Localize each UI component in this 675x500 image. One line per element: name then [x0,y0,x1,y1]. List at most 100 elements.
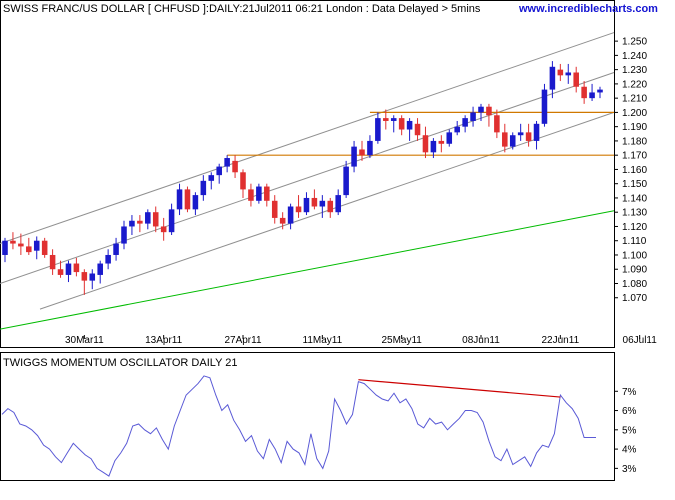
candle-35 [279,212,286,230]
candle-body [422,135,429,153]
osc-ytick-label-1: 6% [622,406,637,417]
price-ytick-label-11: 1.140 [622,193,647,204]
candle-63 [502,123,508,153]
candle-60 [478,103,484,121]
candle-body [184,189,191,210]
price-ytick-label-9: 1.160 [622,165,647,176]
candle-36 [287,203,294,230]
candle-body [414,123,421,136]
candle-body [279,217,286,224]
date-tick-label-6: 08Jun11 [462,335,500,346]
candle-body [557,69,564,76]
candle-body [390,118,397,121]
candle-65 [517,123,524,141]
candle-23 [184,186,191,213]
price-ytick-label-7: 1.180 [622,136,647,147]
candle-body [192,195,199,210]
candle-52 [414,118,421,141]
price-ytick-label-0: 1.250 [622,37,647,48]
candle-33 [264,183,270,207]
candle-62 [494,109,500,139]
price-ytick-label-16: 1.090 [622,265,647,276]
candle-body [430,140,437,153]
long-term-trendline [0,210,615,330]
date-tick-label-7: 22Jun11 [542,335,580,346]
candle-body [589,92,595,99]
osc-ytick-label-0: 7% [622,387,637,398]
candle-body [398,118,405,130]
candle-34 [271,195,278,224]
candle-body [216,166,222,176]
candle-4 [33,236,40,260]
candle-22 [176,183,183,216]
candle-16 [129,215,135,236]
candle-body [287,206,294,224]
candle-5 [41,237,48,258]
candle-body [105,254,111,264]
candle-3 [26,237,32,255]
candle-30 [240,169,246,198]
candle-51 [406,118,413,141]
candle-39 [311,189,318,210]
candle-66 [525,123,532,147]
channel-lower-line [39,111,615,310]
candle-body [446,132,453,144]
date-tick-label-2: 13Apr11 [145,335,183,346]
candle-body [41,240,48,255]
candle-1 [10,232,16,250]
candle-body [367,140,373,156]
candle-24 [192,192,199,216]
candle-body [327,200,334,213]
candle-body [494,115,500,133]
candle-32 [256,183,262,204]
candle-body [295,206,302,213]
candle-72 [573,66,579,93]
price-ytick-label-3: 1.220 [622,79,647,90]
candle-54 [430,138,437,159]
momentum-oscillator-line [1,375,596,477]
candle-body [343,166,349,196]
candle-27 [216,163,222,184]
candle-body [160,226,167,233]
candle-64 [509,132,516,150]
candle-6 [49,249,56,275]
candle-body [271,200,278,218]
candle-2 [18,233,24,255]
candle-body [137,220,143,224]
candle-body [502,132,508,147]
price-overlay-lines [0,32,615,330]
candle-20 [160,217,167,241]
price-ytick-label-8: 1.170 [622,151,647,162]
candle-body [33,240,40,251]
candle-48 [383,109,389,130]
price-ytick-label-12: 1.130 [622,208,647,219]
candle-body [129,220,135,227]
date-tick-label-4: 11May11 [303,335,343,346]
candle-body [176,189,183,210]
price-ytick-label-2: 1.230 [622,65,647,76]
candle-body [145,212,151,224]
candle-25 [200,175,207,201]
candle-body [335,195,341,213]
candle-21 [168,203,175,236]
channel-upper-line [0,32,615,245]
price-chart-title: SWISS FRANC/US DOLLAR [ CHFUSD ]:DAILY:2… [3,3,481,15]
candle-body [248,189,254,201]
candle-73 [581,81,587,104]
bearish-divergence-line [358,379,561,398]
candle-body [200,180,207,196]
candle-body [359,149,365,156]
candle-47 [375,112,381,144]
candle-body [517,132,524,136]
candle-body [454,126,460,133]
candle-10 [81,269,88,295]
candle-53 [422,126,429,159]
candle-13 [105,249,111,270]
candle-9 [73,257,80,277]
candle-body [438,140,445,144]
candle-body [18,243,24,247]
candle-body [319,200,326,207]
candle-body [240,172,246,190]
candle-55 [438,135,445,153]
